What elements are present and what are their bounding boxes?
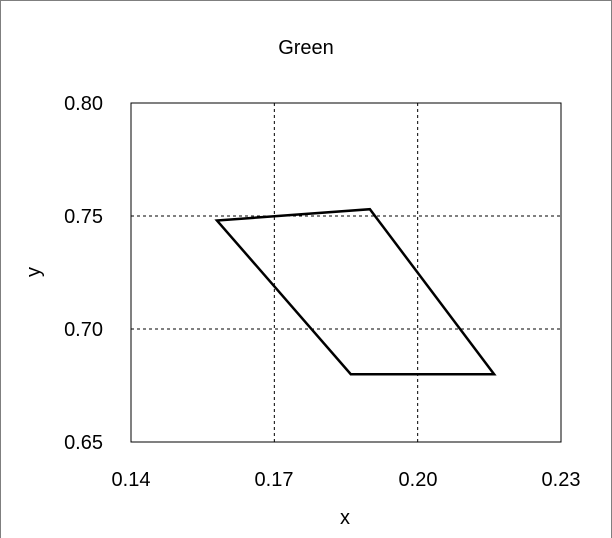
plot-area	[130, 102, 562, 443]
x-tick-labels: 0.14 0.17 0.20 0.23	[112, 469, 581, 491]
y-tick-label: 0.80	[64, 93, 103, 115]
chart-title: Green	[278, 37, 334, 59]
y-tick-label: 0.70	[64, 319, 103, 341]
data-point	[350, 373, 352, 375]
grid-lines	[131, 103, 561, 442]
y-tick-label: 0.75	[64, 206, 103, 228]
x-tick-label: 0.23	[542, 469, 581, 491]
y-tick-label: 0.65	[64, 432, 103, 454]
y-axis-label: y	[23, 267, 45, 277]
x-tick-label: 0.20	[399, 469, 438, 491]
x-axis-label: x	[340, 507, 350, 529]
y-tick-labels: 0.80 0.75 0.70 0.65	[64, 93, 103, 454]
data-point	[493, 373, 495, 375]
x-tick-label: 0.14	[112, 469, 151, 491]
series-line	[214, 207, 497, 376]
data-point	[216, 220, 218, 222]
x-tick-label: 0.17	[255, 469, 294, 491]
series-group	[214, 207, 497, 376]
data-point	[369, 208, 371, 210]
